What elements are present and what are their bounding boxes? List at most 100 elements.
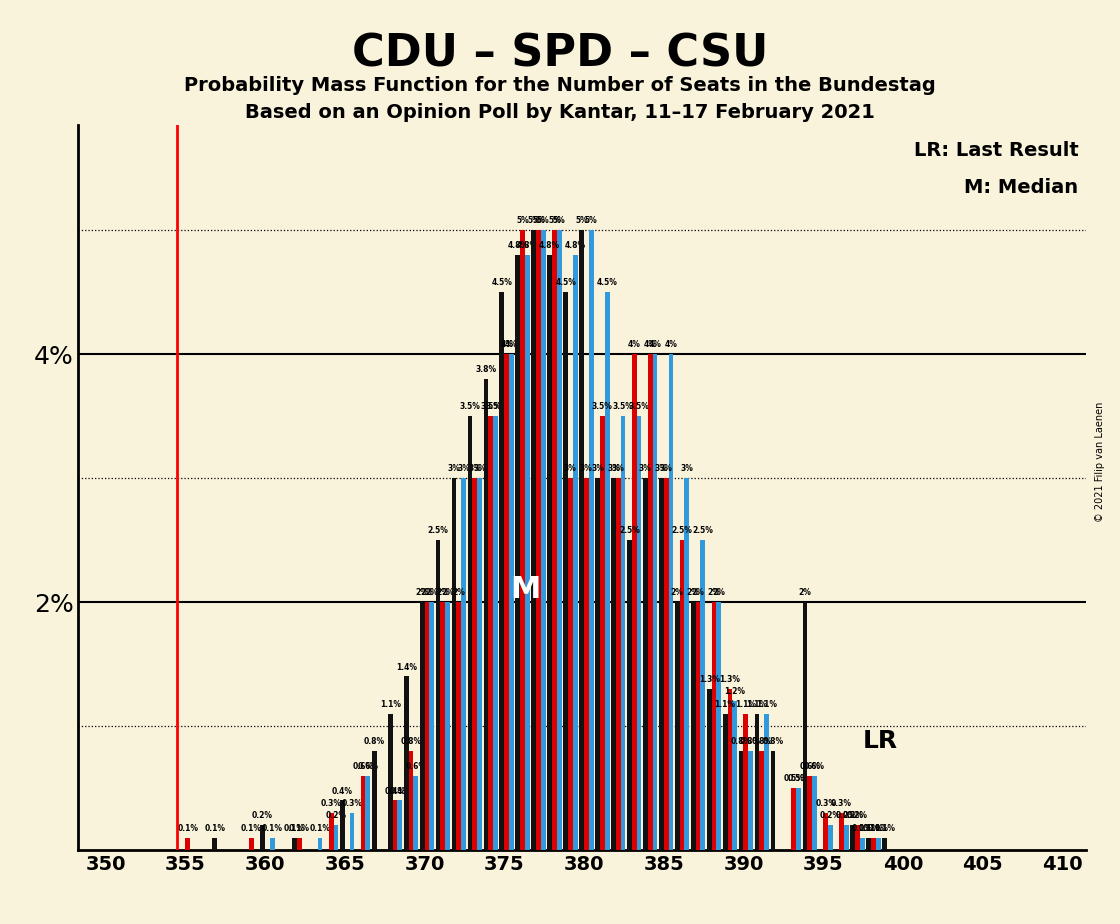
Bar	[744, 713, 748, 850]
Text: 3.5%: 3.5%	[628, 402, 650, 411]
Text: Probability Mass Function for the Number of Seats in the Bundestag: Probability Mass Function for the Number…	[184, 76, 936, 95]
Text: 2.5%: 2.5%	[428, 526, 448, 535]
Bar	[748, 751, 753, 850]
Text: 2%: 2%	[452, 589, 465, 597]
Text: LR: Last Result: LR: Last Result	[914, 140, 1079, 160]
Bar	[643, 478, 647, 850]
Bar	[249, 838, 254, 850]
Bar	[440, 602, 446, 850]
Text: 1.3%: 1.3%	[699, 675, 720, 684]
Text: 5%: 5%	[516, 216, 529, 225]
Text: 0.1%: 0.1%	[241, 823, 262, 833]
Text: 3%: 3%	[681, 464, 693, 473]
Bar	[732, 701, 737, 850]
Text: 3.5%: 3.5%	[591, 402, 613, 411]
Text: 0.5%: 0.5%	[788, 774, 809, 784]
Bar	[728, 689, 732, 850]
Text: 4%: 4%	[644, 340, 656, 349]
Text: 3%: 3%	[457, 464, 470, 473]
Text: 2%: 2%	[799, 589, 811, 597]
Bar	[563, 292, 568, 850]
Text: 4%: 4%	[628, 340, 641, 349]
Bar	[860, 838, 865, 850]
Bar	[636, 416, 642, 850]
Text: 2%: 2%	[671, 589, 683, 597]
Text: 3%: 3%	[564, 464, 577, 473]
Bar	[595, 478, 600, 850]
Text: 3.5%: 3.5%	[613, 402, 634, 411]
Bar	[361, 775, 365, 850]
Bar	[627, 541, 632, 850]
Text: 2%: 2%	[691, 589, 704, 597]
Text: 0.4%: 0.4%	[332, 786, 353, 796]
Text: 0.3%: 0.3%	[831, 799, 852, 808]
Bar	[707, 689, 711, 850]
Bar	[446, 602, 450, 850]
Bar	[372, 751, 376, 850]
Bar	[871, 838, 876, 850]
Text: 4.5%: 4.5%	[556, 278, 576, 287]
Text: 0.6%: 0.6%	[804, 761, 825, 771]
Bar	[429, 602, 435, 850]
Text: 1.1%: 1.1%	[756, 699, 777, 709]
Bar	[675, 602, 680, 850]
Text: 3.5%: 3.5%	[485, 402, 506, 411]
Bar	[700, 541, 706, 850]
Bar	[803, 602, 808, 850]
Bar	[292, 838, 297, 850]
Text: 0.2%: 0.2%	[326, 811, 346, 821]
Bar	[792, 788, 796, 850]
Bar	[365, 775, 371, 850]
Bar	[488, 416, 493, 850]
Bar	[620, 416, 625, 850]
Text: 5%: 5%	[532, 216, 545, 225]
Text: 0.1%: 0.1%	[289, 823, 310, 833]
Text: 1.1%: 1.1%	[736, 699, 756, 709]
Text: 2%: 2%	[708, 589, 720, 597]
Bar	[664, 478, 669, 850]
Text: 4%: 4%	[501, 340, 513, 349]
Text: 2%: 2%	[416, 589, 429, 597]
Bar	[823, 813, 828, 850]
Bar	[536, 230, 541, 850]
Bar	[420, 602, 424, 850]
Bar	[579, 230, 584, 850]
Text: 3%: 3%	[607, 464, 620, 473]
Text: 4%: 4%	[505, 340, 517, 349]
Bar	[883, 838, 887, 850]
Bar	[812, 775, 816, 850]
Bar	[334, 825, 338, 850]
Bar	[866, 838, 871, 850]
Bar	[600, 416, 605, 850]
Bar	[213, 838, 217, 850]
Bar	[260, 825, 265, 850]
Bar	[508, 354, 514, 850]
Text: 0.1%: 0.1%	[864, 823, 884, 833]
Text: 3%: 3%	[655, 464, 668, 473]
Text: 2.5%: 2.5%	[619, 526, 640, 535]
Bar	[739, 751, 744, 850]
Bar	[349, 813, 354, 850]
Bar	[493, 416, 498, 850]
Text: 0.6%: 0.6%	[353, 761, 374, 771]
Bar	[318, 838, 323, 850]
Text: 2%: 2%	[712, 589, 726, 597]
Bar	[764, 713, 769, 850]
Text: 4.5%: 4.5%	[597, 278, 617, 287]
Text: 0.8%: 0.8%	[400, 737, 421, 746]
Bar	[589, 230, 594, 850]
Text: 1.1%: 1.1%	[747, 699, 767, 709]
Text: Based on an Opinion Poll by Kantar, 11–17 February 2021: Based on an Opinion Poll by Kantar, 11–1…	[245, 103, 875, 123]
Bar	[856, 825, 860, 850]
Text: 4.8%: 4.8%	[516, 241, 538, 250]
Bar	[755, 713, 759, 850]
Bar	[467, 416, 473, 850]
Text: 0.1%: 0.1%	[868, 823, 889, 833]
Text: © 2021 Filip van Laenen: © 2021 Filip van Laenen	[1095, 402, 1105, 522]
Text: LR: LR	[864, 729, 898, 753]
Bar	[473, 478, 477, 850]
Bar	[616, 478, 620, 850]
Text: 0.4%: 0.4%	[390, 786, 410, 796]
Text: 0.1%: 0.1%	[858, 823, 879, 833]
Bar	[691, 602, 696, 850]
